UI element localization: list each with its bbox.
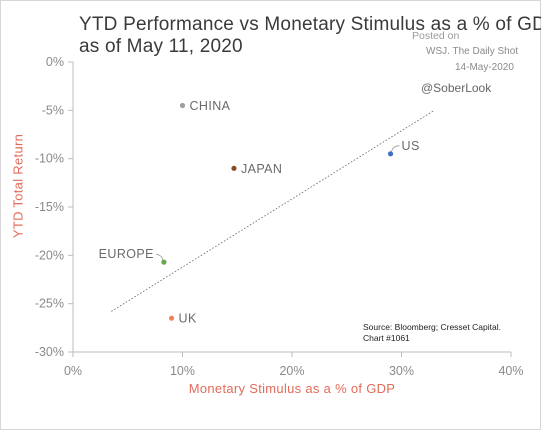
source-note: Source: Bloomberg; Cresset Capital. Char… [363,322,501,344]
chart-subtitle: as of May 11, 2020 [79,36,243,57]
stamp-date: 14-May-2020 [455,62,514,73]
x-axis-label: Monetary Stimulus as a % of GDP [188,381,396,396]
x-tick-label: 20% [279,364,304,378]
label-leader-line [391,145,400,152]
stamp-source: WSJ. The Daily Shot [426,46,519,57]
data-point [179,102,186,109]
point-label: JAPAN [241,162,282,176]
posted-on-label: Posted on [412,30,460,42]
source-note-line: Chart #1061 [363,333,410,343]
x-tick-label: 40% [498,364,523,378]
chart-title: YTD Performance vs Monetary Stimulus as … [79,14,541,35]
data-point [161,259,167,265]
y-tick-label: -20% [35,248,64,262]
point-label: UK [179,312,197,326]
y-tick-label: -30% [35,345,64,359]
twitter-handle: @SoberLook [421,81,492,95]
x-tick-label: 30% [389,364,414,378]
data-point [387,151,394,157]
data-point [168,315,175,321]
y-tick-label: -15% [35,200,64,214]
point-label: EUROPE [99,247,154,261]
y-axis-label: YTD Total Return [10,133,26,239]
y-tick-label: 0% [46,55,64,69]
x-tick-label: 0% [64,364,82,378]
label-leader-line [155,253,164,261]
trend-line [111,109,435,312]
y-tick-label: -10% [35,152,64,166]
data-point [231,165,237,171]
point-label: CHINA [190,99,231,113]
point-label: US [402,139,420,153]
x-tick-label: 10% [170,364,195,378]
y-tick-label: -25% [35,297,64,311]
y-tick-label: -5% [42,103,64,117]
source-note-line: Source: Bloomberg; Cresset Capital. [363,322,501,332]
